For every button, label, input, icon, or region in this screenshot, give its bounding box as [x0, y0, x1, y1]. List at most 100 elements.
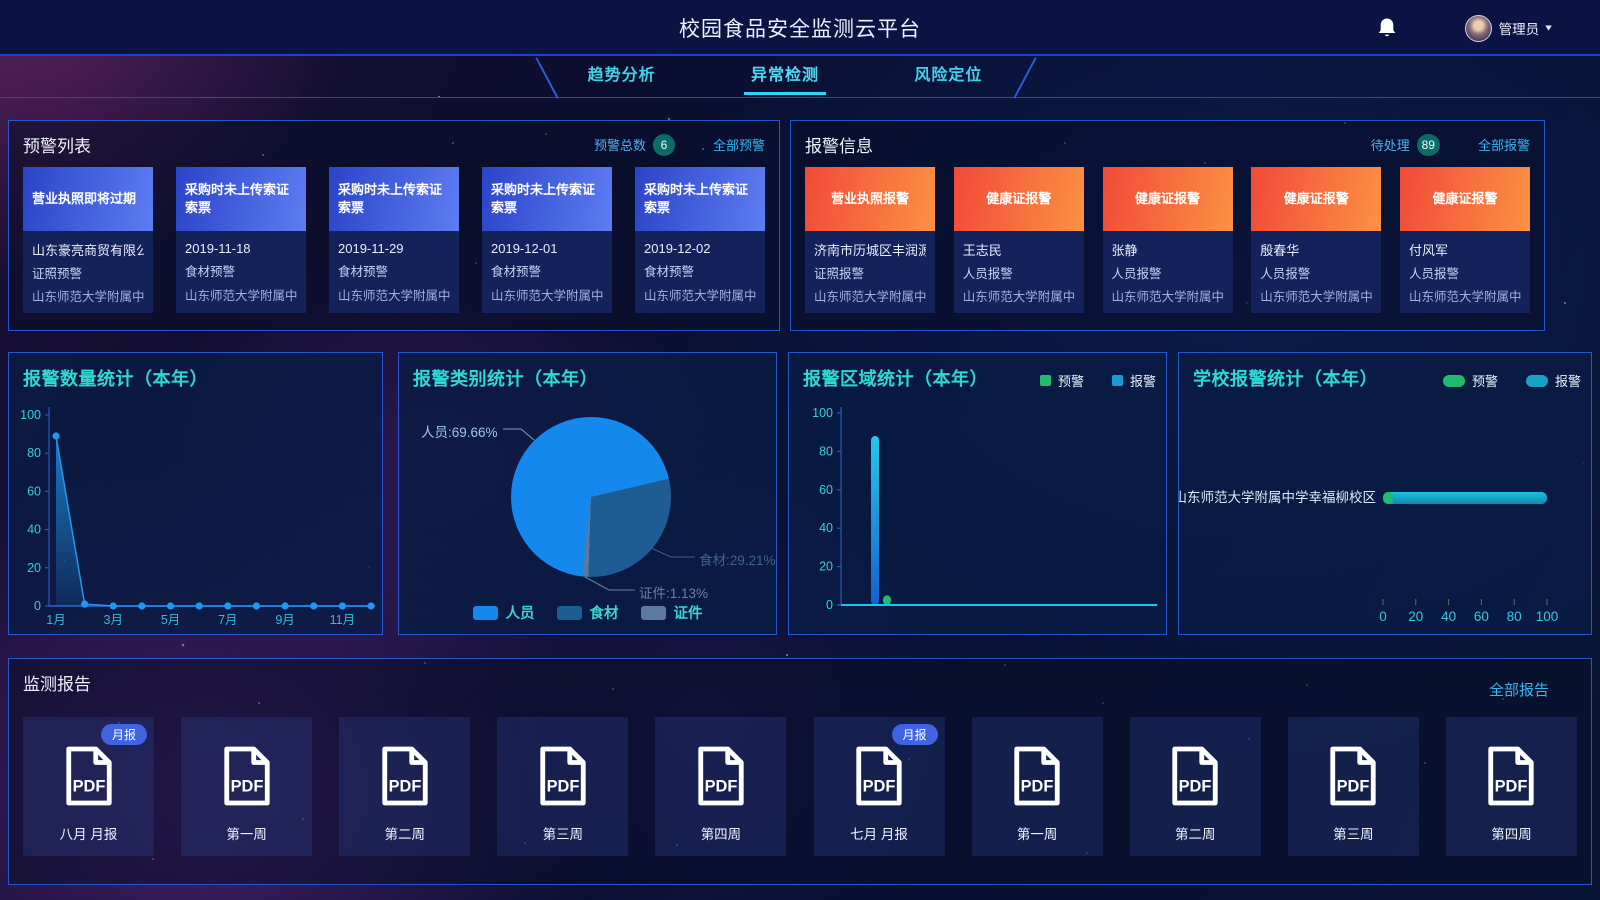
report-card[interactable]: PDF 第一周 [181, 717, 313, 856]
tab-risk-location[interactable]: 风险定位 [914, 67, 983, 84]
tab-anomaly-detection[interactable]: 异常检测 [750, 67, 819, 84]
pie-legend-item[interactable]: 证件 [640, 602, 703, 623]
legend-swatch [1442, 374, 1465, 387]
alarm-card-line2: 人员报警 [1111, 267, 1162, 281]
alarm-card[interactable]: 健康证报警 付风军 人员报警 山东师范大学附属中... [1400, 167, 1530, 313]
pdf-file-icon: PDF [540, 746, 586, 806]
alarm-card-line1: 付风军 [1409, 243, 1449, 258]
svg-text:100: 100 [1536, 609, 1559, 624]
svg-text:60: 60 [819, 483, 833, 497]
warning-card[interactable]: 采购时未上传索证索票 2019-11-18 食材预警 山东师范大学附属中... [176, 167, 306, 313]
report-card[interactable]: PDF 第三周 [497, 717, 629, 856]
report-card[interactable]: PDF 第四周 [655, 717, 787, 856]
svg-text:PDF: PDF [1021, 777, 1054, 795]
alarm-card-line2: 证照报警 [814, 267, 865, 281]
alarm-card[interactable]: 健康证报警 殷春华 人员报警 山东师范大学附属中... [1251, 167, 1382, 313]
report-card[interactable]: PDF 第四周 [1445, 717, 1577, 856]
pdf-file-icon: PDF [1488, 746, 1535, 806]
warning-card-line2: 食材预警 [185, 264, 236, 279]
pdf-file-icon: PDF [856, 746, 902, 806]
legend-swatch [1525, 374, 1548, 387]
svg-text:PDF: PDF [230, 777, 263, 795]
warning-card-line2: 证照预警 [32, 267, 83, 281]
alarm-card-line2: 人员报警 [1260, 267, 1311, 281]
legend-label: 证件 [673, 606, 703, 622]
alarm-card[interactable]: 营业执照报警 济南市历城区丰润源... 证照报警 山东师范大学附属中... [805, 167, 935, 313]
all-warnings-link[interactable]: 全部预警 [712, 138, 765, 153]
warning-card[interactable]: 采购时未上传索证索票 2019-12-02 食材预警 山东师范大学附属中... [635, 167, 765, 313]
warning-card-body: 2019-11-29 食材预警 山东师范大学附属中... [329, 231, 459, 313]
pie-label-renyuan: 人员:69.66% [421, 425, 498, 440]
alarm-card-line1: 济南市历城区丰润源... [814, 243, 926, 258]
warning-card[interactable]: 营业执照即将过期 山东豪亮商贸有限公司 证照预警 山东师范大学附属中... [23, 167, 153, 313]
tab-trend-analysis[interactable]: 趋势分析 [587, 67, 656, 84]
chevron-down-icon[interactable]: ▼ [1543, 23, 1554, 33]
user-avatar[interactable] [1464, 14, 1492, 42]
all-reports-link[interactable]: 全部报告 [1488, 682, 1549, 699]
warning-card-line3: 山东师范大学附属中... [644, 289, 756, 304]
svg-text:40: 40 [1441, 609, 1456, 624]
warning-card[interactable]: 采购时未上传索证索票 2019-12-01 食材预警 山东师范大学附属中... [482, 167, 612, 313]
pie-legend: 人员 食材 证件 [399, 602, 776, 623]
report-cards: 月报 PDF 八月 月报 PDF 第一周 PDF 第二周 PDF 第三周 PDF… [9, 717, 1591, 856]
svg-text:100: 100 [20, 408, 41, 422]
alarm-card-body: 王志民 人员报警 山东师范大学附属中... [953, 231, 1084, 313]
warning-count-badge: 6 [652, 133, 675, 156]
school-alarm-chart-title: 学校报警统计（本年） [1193, 369, 1378, 389]
pie-legend-item[interactable]: 食材 [556, 602, 619, 623]
warning-card-line1: 2019-11-29 [338, 240, 404, 256]
school-chart-legend: 预警 报警 [1415, 371, 1581, 390]
report-card[interactable]: PDF 第三周 [1287, 717, 1419, 856]
alarm-card[interactable]: 健康证报警 王志民 人员报警 山东师范大学附属中... [953, 167, 1084, 313]
svg-text:20: 20 [27, 561, 41, 575]
svg-text:7月: 7月 [218, 613, 237, 627]
legend-item[interactable]: 报警 [1525, 371, 1581, 390]
legend-label: 预警 [1471, 374, 1498, 389]
warning-card-title: 营业执照即将过期 [23, 167, 153, 231]
report-card-label: 第三周 [1333, 827, 1374, 842]
pdf-file-icon: PDF [698, 746, 744, 806]
report-card-label: 第四周 [700, 827, 742, 842]
legend-item[interactable]: 预警 [1039, 371, 1084, 390]
warning-card-line3: 山东师范大学附属中... [491, 289, 603, 304]
pdf-file-icon: PDF [65, 746, 112, 806]
alarm-pending-label: 待处理 [1370, 138, 1410, 153]
alarm-card-line3: 山东师范大学附属中... [1260, 290, 1373, 304]
pie-legend-item[interactable]: 人员 [472, 602, 535, 623]
alarm-card[interactable]: 健康证报警 张静 人员报警 山东师范大学附属中... [1102, 167, 1233, 313]
legend-swatch [640, 605, 666, 620]
svg-text:山东师范大学附属中学幸福柳校区: 山东师范大学附属中学幸福柳校区 [1179, 489, 1376, 505]
all-alarms-link[interactable]: 全部报警 [1477, 138, 1530, 153]
report-card[interactable]: 月报 PDF 七月 月报 [813, 717, 945, 856]
alarm-card-line1: 王志民 [962, 243, 1002, 258]
alarm-region-chart-panel: 报警区域统计（本年） 预警 报警 0 20 40 60 80 100 [788, 352, 1167, 635]
alarm-card-body: 付风军 人员报警 山东师范大学附属中... [1400, 231, 1530, 313]
svg-text:PDF: PDF [705, 777, 738, 795]
user-name[interactable]: 管理员 [1498, 22, 1540, 37]
report-card-label: 第一周 [226, 827, 267, 842]
warning-card-title: 采购时未上传索证索票 [482, 167, 612, 231]
warning-card[interactable]: 采购时未上传索证索票 2019-11-29 食材预警 山东师范大学附属中... [329, 167, 459, 313]
warning-card-body: 2019-12-02 食材预警 山东师范大学附属中... [635, 231, 765, 313]
alarm-panel-title: 报警信息 [805, 137, 873, 156]
legend-label: 报警 [1129, 374, 1156, 389]
legend-item[interactable]: 报警 [1111, 371, 1156, 390]
alarm-card-line2: 人员报警 [962, 267, 1013, 281]
alarm-card-line3: 山东师范大学附属中... [1111, 290, 1224, 304]
report-card[interactable]: PDF 第二周 [1129, 717, 1261, 856]
svg-text:11月: 11月 [330, 613, 355, 627]
warning-card-body: 2019-12-01 食材预警 山东师范大学附属中... [482, 231, 612, 313]
alarm-card-line1: 张静 [1111, 243, 1138, 258]
svg-text:60: 60 [1474, 609, 1489, 624]
legend-item[interactable]: 预警 [1442, 371, 1498, 390]
report-card[interactable]: PDF 第二周 [339, 717, 471, 856]
report-card[interactable]: PDF 第一周 [971, 717, 1103, 856]
report-card[interactable]: 月报 PDF 八月 月报 [23, 717, 154, 856]
monthly-badge: 月报 [100, 724, 147, 745]
warning-card-title: 采购时未上传索证索票 [329, 167, 459, 231]
notification-bell-icon[interactable] [1377, 17, 1397, 39]
pdf-file-icon: PDF [1330, 746, 1377, 806]
svg-text:20: 20 [819, 560, 833, 574]
report-card-label: 第三周 [542, 827, 584, 842]
svg-text:80: 80 [819, 444, 833, 458]
